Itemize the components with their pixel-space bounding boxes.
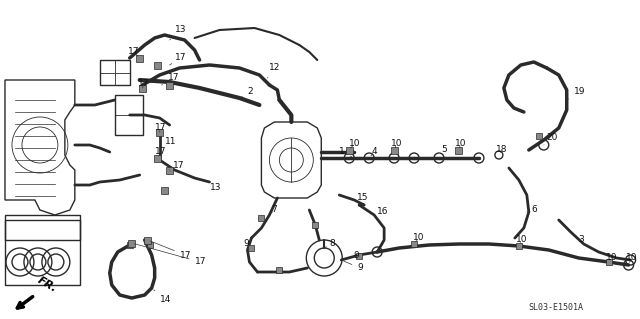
Text: 20: 20 (544, 133, 558, 145)
Bar (154, 154, 161, 161)
Bar (128, 240, 135, 247)
Text: 10: 10 (349, 138, 361, 148)
Bar (346, 146, 353, 153)
Bar (100, 60, 130, 85)
Text: 10: 10 (391, 138, 403, 147)
Text: 10: 10 (413, 234, 424, 242)
Text: 7: 7 (271, 205, 277, 214)
Text: 9: 9 (344, 261, 363, 272)
Bar (390, 146, 397, 153)
Text: 17: 17 (150, 241, 191, 259)
Bar (166, 167, 173, 174)
Text: FR.: FR. (36, 275, 59, 294)
Bar (154, 62, 161, 69)
Text: 13: 13 (170, 26, 186, 40)
Text: 17: 17 (138, 78, 149, 88)
Text: 3: 3 (579, 235, 584, 244)
Bar (411, 241, 417, 247)
Bar (248, 245, 255, 251)
Text: 8: 8 (324, 239, 335, 248)
Text: 5: 5 (439, 145, 447, 158)
Text: 17: 17 (155, 123, 166, 132)
Bar (139, 85, 146, 92)
Bar (605, 259, 612, 265)
Text: 9: 9 (243, 239, 250, 248)
Text: 15: 15 (354, 194, 369, 203)
Bar (166, 81, 173, 88)
Text: 16: 16 (374, 207, 388, 217)
Bar (536, 133, 542, 139)
Text: 10: 10 (626, 254, 637, 263)
Bar (127, 242, 132, 248)
Bar (136, 55, 143, 62)
Text: 10: 10 (455, 138, 467, 147)
Text: 11: 11 (159, 137, 176, 148)
Text: 10: 10 (605, 253, 617, 262)
Text: 2: 2 (242, 87, 253, 97)
Text: 17: 17 (134, 244, 206, 266)
Bar (144, 236, 151, 243)
Text: 9: 9 (353, 250, 359, 259)
Text: 17: 17 (128, 48, 140, 56)
Text: 6: 6 (527, 205, 538, 214)
Text: 17: 17 (170, 160, 184, 170)
Bar (156, 129, 163, 136)
Text: 13: 13 (209, 183, 221, 192)
Text: 12: 12 (268, 63, 281, 78)
Bar (115, 95, 143, 135)
Text: 1: 1 (339, 147, 352, 157)
Bar (259, 215, 264, 221)
Bar (161, 187, 168, 194)
Text: 19: 19 (567, 87, 585, 100)
Text: 10: 10 (516, 235, 527, 244)
Bar (356, 253, 362, 259)
Text: SL03-E1501A: SL03-E1501A (529, 303, 584, 313)
Bar (312, 222, 318, 228)
Bar (516, 243, 522, 249)
Bar (276, 267, 282, 273)
Text: 17: 17 (170, 54, 186, 65)
Text: 14: 14 (154, 290, 171, 305)
Text: 17: 17 (162, 73, 179, 85)
Bar (147, 242, 153, 248)
Text: 4: 4 (371, 147, 377, 157)
Text: 17: 17 (155, 147, 166, 157)
Text: 18: 18 (496, 145, 508, 154)
Bar (456, 146, 463, 153)
